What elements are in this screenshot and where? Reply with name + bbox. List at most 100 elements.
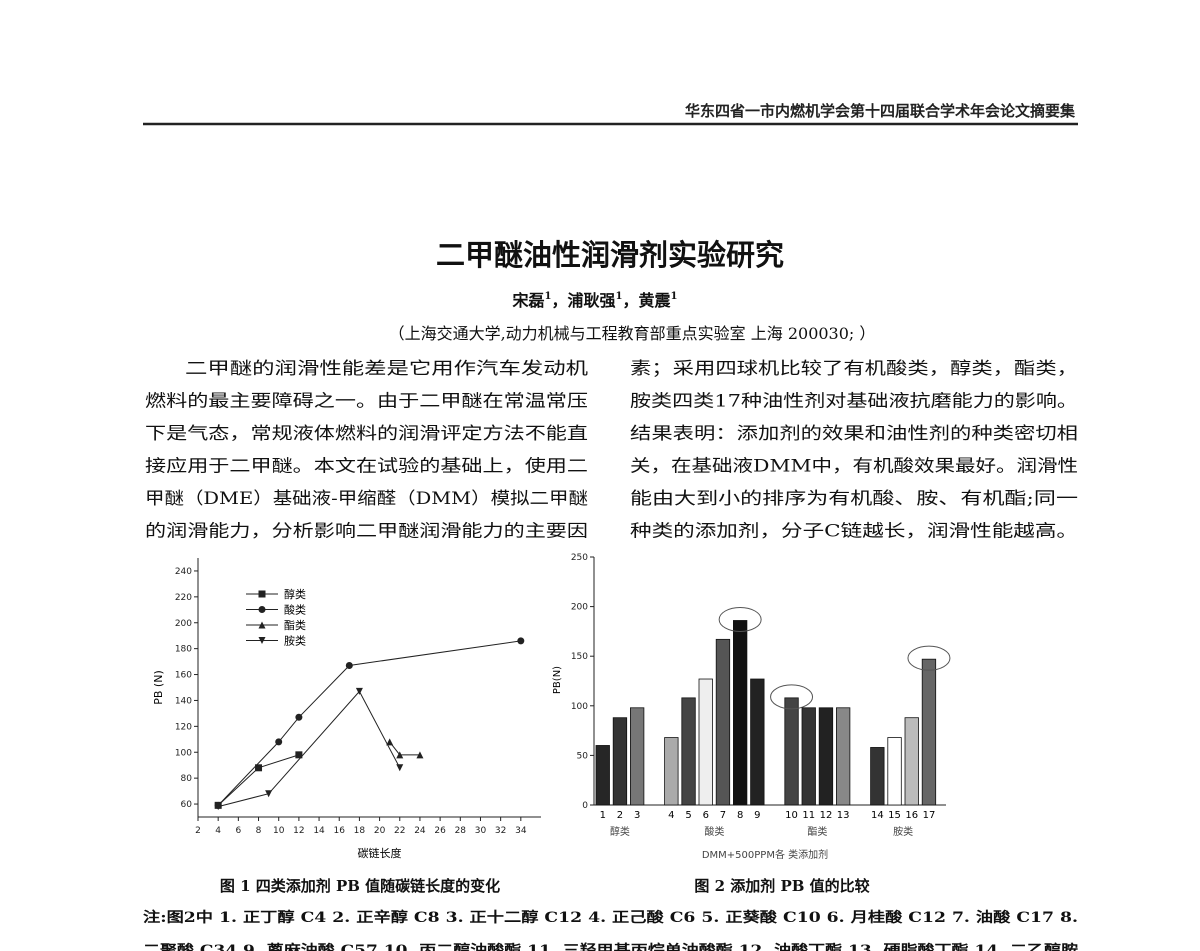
x-tick-label: 34 (515, 826, 527, 836)
affiliation: （上海交通大学,动力机械与工程教育部重点实验室 上海 200030; ） (389, 324, 876, 343)
x-tick-label: 20 (374, 826, 386, 836)
marker (396, 751, 404, 759)
figure-caption: 图 1 四类添加剂 PB 值随碳链长度的变化 (220, 877, 500, 895)
marker (295, 713, 303, 721)
highlight-ellipse (907, 645, 951, 671)
bar (750, 678, 765, 806)
x-tick-label: 8 (737, 810, 743, 821)
x-tick-label: 7 (720, 810, 726, 821)
figure-caption: 图 2 添加剂 PB 值的比较 (694, 877, 869, 895)
x-tick-label: 5 (685, 810, 691, 821)
x-tick-label: 12 (820, 810, 833, 821)
bar (836, 707, 851, 806)
y-tick-label: 250 (571, 553, 588, 563)
x-axis-label: 碳链长度 (358, 846, 402, 860)
marker (517, 637, 525, 645)
bar (887, 737, 902, 806)
abstract-line: 的润滑能力，分析影响二甲醚润滑能力的主要因 (145, 522, 588, 542)
abstract-line: 二甲醚的润滑性能差是它用作汽车发动机 (185, 359, 588, 379)
x-tick-label: 4 (668, 810, 674, 821)
bar (921, 658, 937, 806)
bar (612, 717, 628, 806)
x-tick-label: 9 (754, 810, 760, 821)
bar (595, 745, 610, 806)
x-tick-label: 32 (495, 826, 506, 836)
marker (396, 764, 404, 772)
abstract-line: 种类的添加剂，分子C链越长，润滑性能越高。 (630, 522, 1078, 542)
bar (681, 697, 696, 806)
x-tick-label: 17 (923, 810, 936, 821)
y-tick-label: 200 (571, 603, 588, 613)
author-sep: ， (551, 291, 567, 310)
abstract-line: 下是气态，常规液体燃料的润滑评定方法不能直 (145, 424, 588, 444)
legend-marker (258, 606, 266, 613)
bar (870, 747, 885, 806)
abstract-line: 接应用于二甲醚。本文在试验的基础上，使用二 (145, 456, 588, 477)
x-tick-label: 15 (888, 810, 901, 821)
y-tick-label: 0 (582, 801, 588, 811)
y-tick-label: 120 (175, 722, 192, 732)
abstract-line: 素；采用四球机比较了有机酸类，醇类，酯类， (630, 359, 1078, 379)
abstract-line: 甲醚（DME）基础液-甲缩醛（DMM）模拟二甲醚 (145, 489, 588, 509)
bar (733, 620, 748, 806)
y-tick-label: 100 (175, 748, 192, 758)
y-tick-label: 150 (571, 652, 588, 662)
x-tick-label: 22 (394, 826, 405, 836)
author-name: 宋磊 (512, 291, 545, 310)
bar (801, 707, 816, 806)
marker (255, 764, 263, 772)
author-sep: ， (622, 291, 638, 310)
authors: 宋磊1，浦耿强1，黄震1 (512, 291, 678, 310)
paper-title: 二甲醚油性润滑剂实验研究 (436, 238, 784, 272)
x-tick-label: 10 (785, 810, 798, 821)
x-tick-label: 12 (293, 826, 304, 836)
bar (784, 697, 799, 806)
abstract-line: 胺类四类17种油性剂对基础液抗磨能力的影响。 (630, 392, 1078, 412)
series-line (389, 741, 420, 756)
legend-label: 醇类 (284, 587, 306, 601)
x-tick-label: 30 (475, 826, 487, 836)
marker (355, 687, 363, 695)
x-tick-label: 4 (215, 826, 221, 836)
y-tick-label: 60 (181, 800, 193, 810)
x-tick-label: 11 (802, 810, 815, 821)
abstract-line: 关，在基础液DMM中，有机酸效果最好。润滑性 (630, 457, 1078, 477)
y-tick-label: 220 (175, 593, 192, 603)
affiliation-mark: 1 (545, 291, 552, 302)
bar (904, 717, 919, 806)
series-line (218, 690, 401, 808)
marker (295, 751, 303, 759)
x-tick-label: 14 (313, 826, 325, 836)
legend-marker (258, 590, 266, 598)
x-tick-label: 2 (195, 826, 201, 836)
x-tick-label: 2 (617, 810, 623, 821)
x-tick-label: 16 (905, 810, 918, 821)
x-tick-label: 6 (703, 810, 709, 821)
group-label: 胺类 (893, 825, 913, 838)
affiliation-mark: 1 (671, 291, 678, 302)
x-tick-label: 14 (871, 810, 884, 821)
x-tick-label: 26 (434, 826, 446, 836)
highlight-ellipse (718, 606, 762, 632)
marker (386, 738, 394, 746)
legend-label: 胺类 (284, 634, 306, 648)
y-tick-label: 200 (175, 619, 192, 629)
bar (698, 678, 713, 806)
bar (630, 707, 645, 806)
y-tick-label: 160 (175, 671, 192, 681)
y-axis-label: PB (N) (152, 670, 165, 705)
x-tick-label: 6 (235, 826, 241, 836)
bar (715, 638, 731, 806)
x-tick-label: 10 (273, 826, 285, 836)
running-header: 华东四省一市内燃机学会第十四届联合学术年会论文摘要集 (685, 102, 1076, 120)
group-label: 酸类 (704, 825, 724, 838)
author-name: 浦耿强 (568, 291, 616, 310)
abstract-line: 燃料的最主要障碍之一。由于二甲醚在常温常压 (145, 392, 588, 412)
y-tick-label: 100 (571, 702, 588, 712)
x-tick-label: 18 (354, 826, 366, 836)
x-tick-label: 8 (256, 826, 262, 836)
abstract-left: 二甲醚的润滑性能差是它用作汽车发动机燃料的最主要障碍之一。由于二甲醚在常温常压下… (145, 359, 588, 542)
legend-marker (258, 637, 266, 644)
abstract-line: 结果表明：添加剂的效果和油性剂的种类密切相 (630, 424, 1078, 444)
